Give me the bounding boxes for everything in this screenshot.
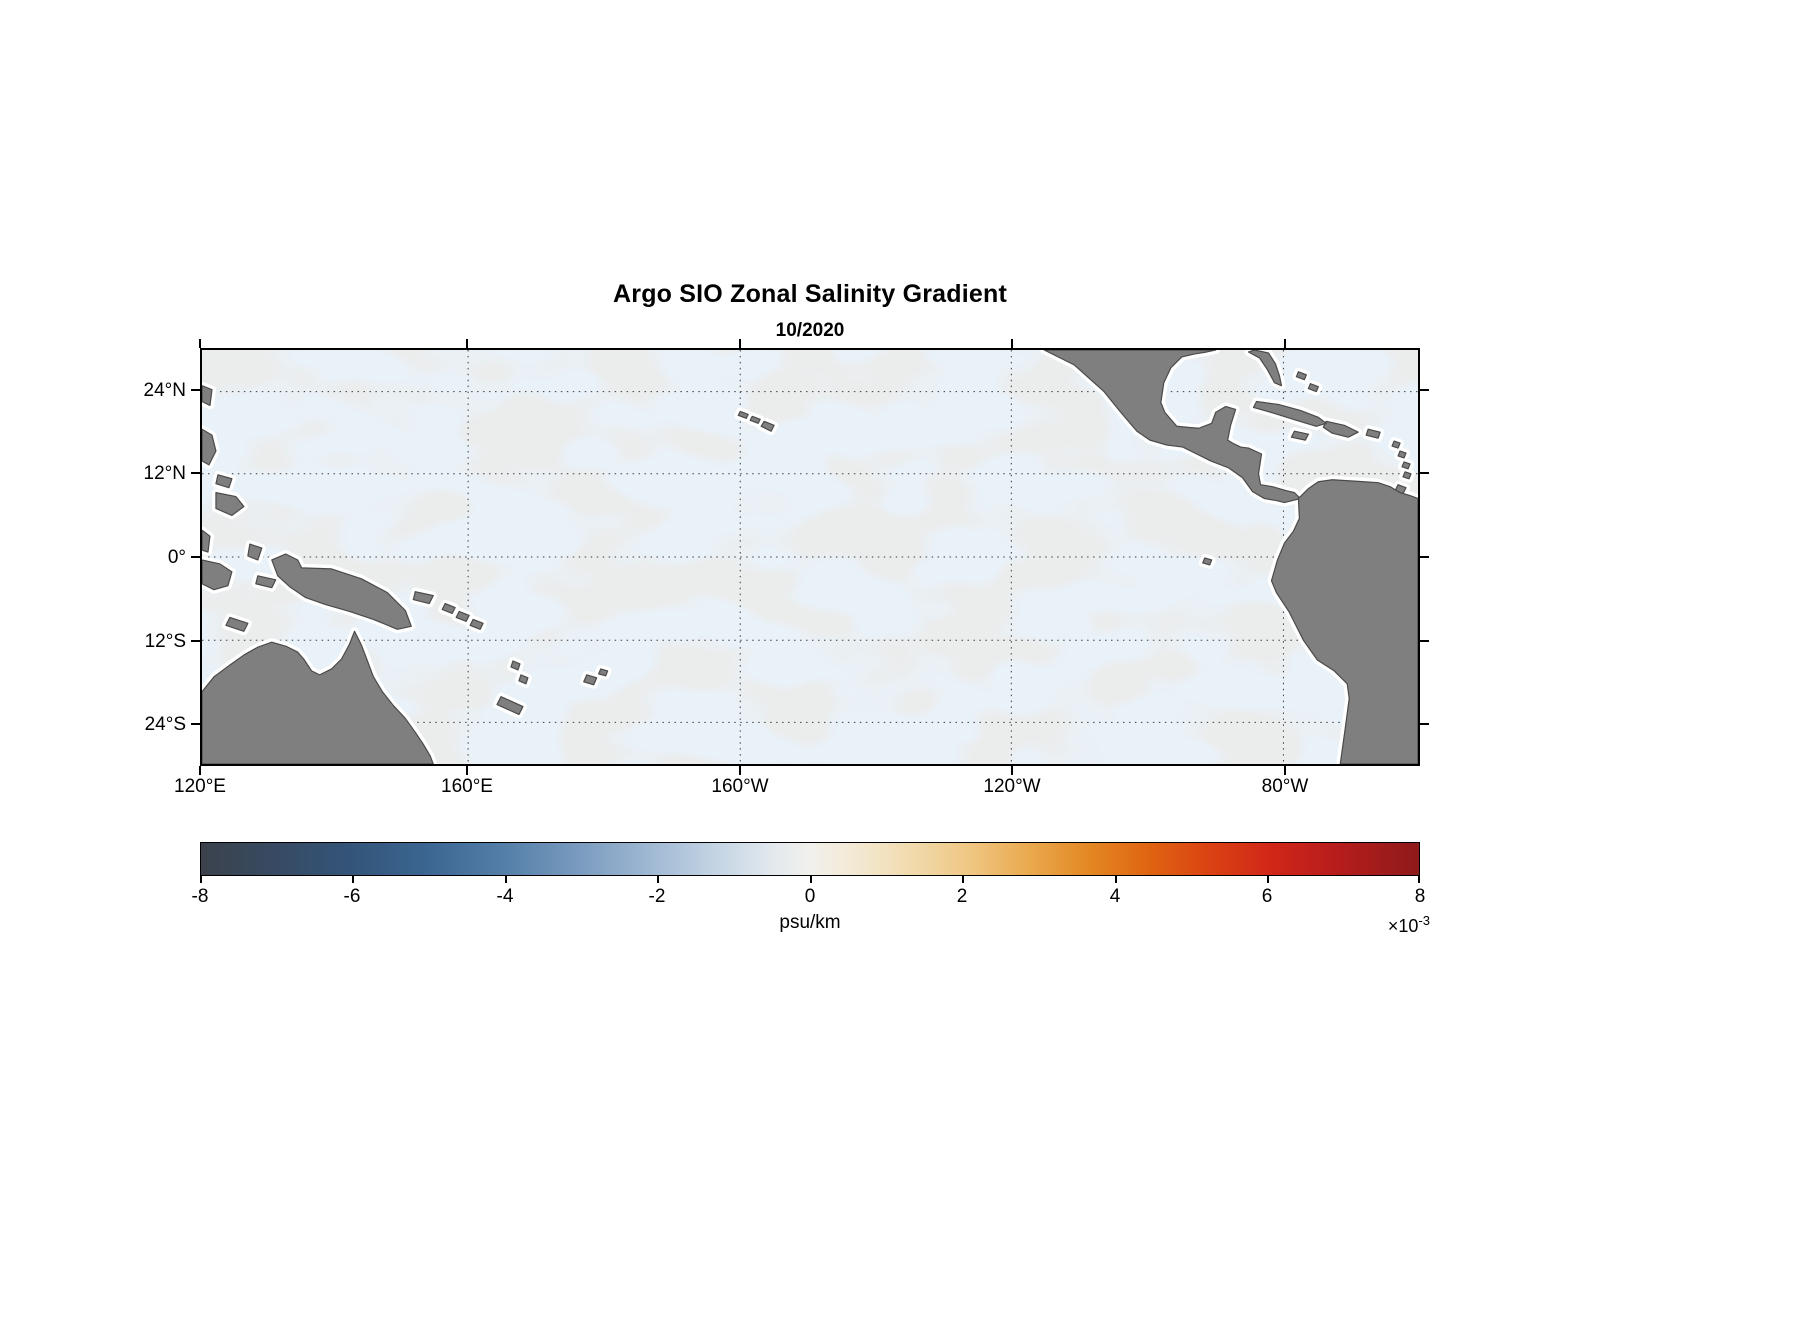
figure-subtitle: 10/2020 (775, 320, 845, 341)
xtick-label-160e: 160°E (441, 776, 493, 797)
colorbar-tick (200, 876, 202, 883)
grid-lines (202, 350, 1418, 764)
y-axis-tick (191, 723, 200, 725)
x-axis-tick (1011, 766, 1013, 775)
ytick-label-0: 0° (167, 547, 186, 568)
colorbar-multiplier-base: ×10 (1387, 916, 1419, 936)
colorbar-tick-label-4: 4 (1109, 886, 1121, 907)
x-axis-tick (199, 766, 201, 775)
xtick-label-160w: 160°W (711, 776, 769, 797)
xtick-label-120e: 120°E (174, 776, 226, 797)
y-axis-tick (191, 472, 200, 474)
y-axis-tick (191, 389, 200, 391)
colorbar-tick (657, 876, 659, 883)
colorbar-tick (1418, 876, 1420, 883)
colorbar-tick (962, 876, 964, 883)
y-axis-tick-right (1420, 640, 1429, 642)
colorbar-tick-label-n4: -4 (496, 886, 514, 907)
colorbar-tick-label-6: 6 (1261, 886, 1273, 907)
ytick-label-12s: 12°S (144, 631, 186, 652)
x-axis-tick-top (466, 339, 468, 348)
colorbar-tick (505, 876, 507, 883)
y-axis-tick (191, 556, 200, 558)
x-axis-tick (466, 766, 468, 775)
ytick-label-12n: 12°N (143, 463, 186, 484)
colorbar-tick-label-n2: -2 (648, 886, 666, 907)
map-canvas (202, 350, 1418, 764)
colorbar-unit-label: psu/km (779, 912, 841, 933)
colorbar-tick-label-0: 0 (804, 886, 816, 907)
ytick-label-24s: 24°S (144, 714, 186, 735)
x-axis-tick (1284, 766, 1286, 775)
colorbar-multiplier-exponent: -3 (1418, 913, 1430, 928)
colorbar-gradient (200, 842, 1420, 876)
figure-title: Argo SIO Zonal Salinity Gradient (613, 280, 1007, 308)
colorbar-tick-label-n8: -8 (191, 886, 209, 907)
x-axis-tick-top (739, 339, 741, 348)
y-axis-tick-right (1420, 723, 1429, 725)
x-axis-tick-top (199, 339, 201, 348)
y-axis-tick (191, 640, 200, 642)
xtick-label-80w: 80°W (1261, 776, 1309, 797)
ytick-label-24n: 24°N (143, 380, 186, 401)
y-axis-tick-right (1420, 389, 1429, 391)
colorbar-tick-label-n6: -6 (343, 886, 361, 907)
colorbar-tick (1115, 876, 1117, 883)
x-axis-tick-top (1284, 339, 1286, 348)
x-axis-tick-top (1011, 339, 1013, 348)
colorbar-tick-label-8: 8 (1414, 886, 1426, 907)
colorbar-tick (352, 876, 354, 883)
colorbar-tick (1267, 876, 1269, 883)
y-axis-tick-right (1420, 472, 1429, 474)
y-axis-tick-right (1420, 556, 1429, 558)
colorbar-tick (810, 876, 812, 883)
xtick-label-120w: 120°W (983, 776, 1041, 797)
x-axis-tick (739, 766, 741, 775)
colorbar-multiplier: ×10-3 (1330, 913, 1430, 937)
colorbar-tick-label-2: 2 (956, 886, 968, 907)
map-panel (200, 348, 1420, 766)
